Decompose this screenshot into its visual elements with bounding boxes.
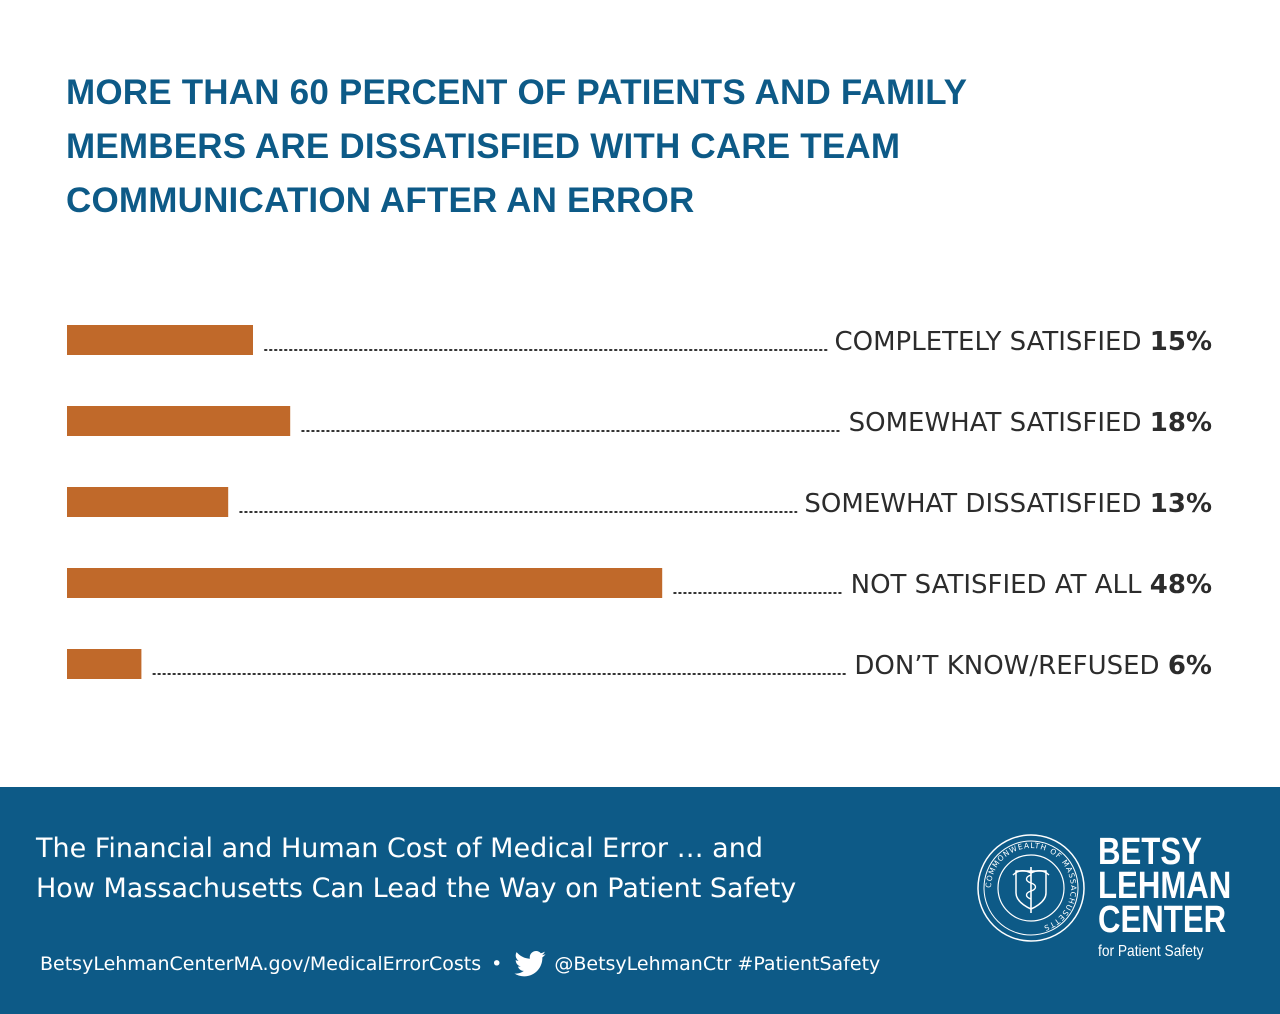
page-title: MORE THAN 60 PERCENT OF PATIENTS AND FAM… xyxy=(66,73,967,220)
footer-banner: The Financial and Human Cost of Medical … xyxy=(0,787,1280,1014)
footer-links: BetsyLehmanCenterMA.gov/MedicalErrorCost… xyxy=(40,951,880,977)
value-label-1: 18% xyxy=(1150,408,1212,438)
category-label-4: DON’T KNOW/REFUSED xyxy=(854,651,1167,681)
bar-chart: COMPLETELY SATISFIED 15% SOMEWHAT SATISFI… xyxy=(67,325,1212,681)
category-label-2: SOMEWHAT DISSATISFIED xyxy=(804,489,1149,519)
bar-4 xyxy=(67,649,142,679)
bar-label-0: COMPLETELY SATISFIED 15% xyxy=(834,327,1212,357)
brand-line-3: CENTER xyxy=(1098,899,1227,941)
website-link[interactable]: BetsyLehmanCenterMA.gov/MedicalErrorCost… xyxy=(40,953,482,975)
bar-3 xyxy=(67,568,663,598)
value-label-3: 48% xyxy=(1150,570,1212,600)
category-label-3: NOT SATISFIED AT ALL xyxy=(851,570,1150,600)
category-label-1: SOMEWHAT SATISFIED xyxy=(849,408,1150,438)
bar-label-4: DON’T KNOW/REFUSED 6% xyxy=(854,651,1212,681)
value-label-4: 6% xyxy=(1168,651,1212,681)
value-label-0: 15% xyxy=(1150,327,1212,357)
brand-line-1: BETSY xyxy=(1098,831,1202,873)
category-label-0: COMPLETELY SATISFIED xyxy=(834,327,1149,357)
brand-logo: BETSY LEHMAN CENTER for Patient Safety xyxy=(1098,831,1261,961)
twitter-icon[interactable] xyxy=(514,951,546,977)
footer-title-line-1: The Financial and Human Cost of Medical … xyxy=(36,833,763,864)
footer-title-line-2: How Massachusetts Can Lead the Way on Pa… xyxy=(36,873,797,904)
bar-2 xyxy=(67,487,229,517)
footer-title: The Financial and Human Cost of Medical … xyxy=(36,829,836,909)
brand-line-2: LEHMAN xyxy=(1098,865,1232,907)
value-label-2: 13% xyxy=(1150,489,1212,519)
bar-label-1: SOMEWHAT SATISFIED 18% xyxy=(849,408,1212,438)
bar-1 xyxy=(67,406,291,436)
bar-label-2: SOMEWHAT DISSATISFIED 13% xyxy=(804,489,1212,519)
bar-label-3: NOT SATISFIED AT ALL 48% xyxy=(851,570,1212,600)
twitter-handle[interactable]: @BetsyLehmanCtr #PatientSafety xyxy=(554,953,881,975)
massachusetts-seal-logo: COMMONWEALTH OF MASSACHUSETTS xyxy=(977,834,1085,942)
bullet-separator: • xyxy=(491,953,503,975)
brand-tagline: for Patient Safety xyxy=(1098,943,1204,960)
bar-0 xyxy=(67,325,253,355)
